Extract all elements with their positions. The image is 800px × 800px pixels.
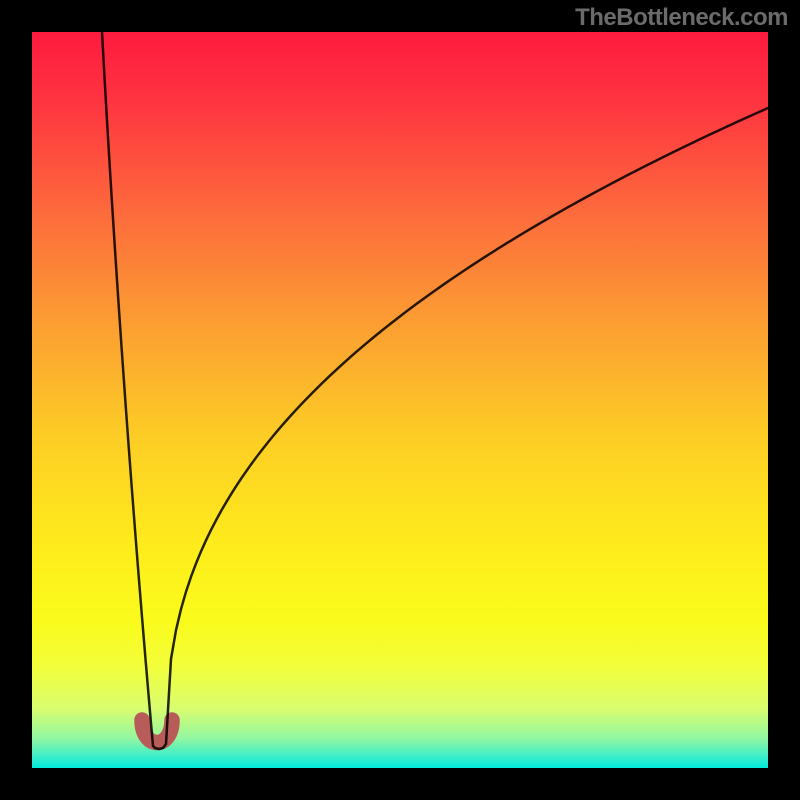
chart-frame: TheBottleneck.com [0, 0, 800, 800]
chart-svg [32, 32, 768, 768]
attribution-watermark: TheBottleneck.com [575, 4, 788, 32]
plot-area [32, 32, 768, 768]
gradient-background [32, 32, 768, 768]
